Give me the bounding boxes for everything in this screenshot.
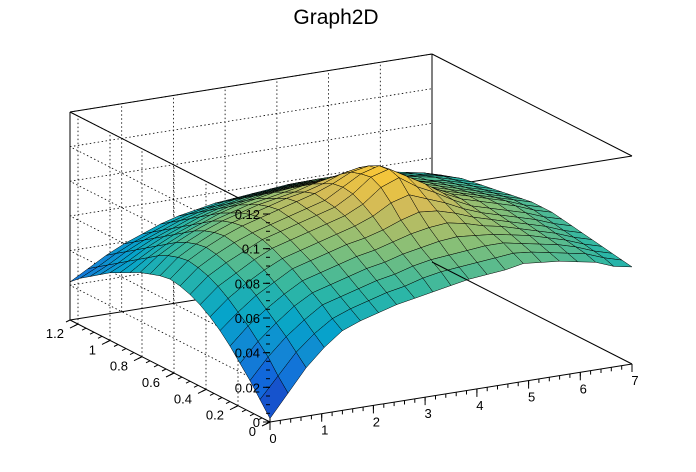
axis-ticks: 0 0.02 0.04 0.06 0.08 0.1 0.12 0 1 2 3 4 5 6 7 0 0.2 0.4 0… [46, 207, 639, 446]
y-minor-tick [265, 421, 271, 425]
y-minor-tick [145, 360, 151, 364]
z-gridline-back-wall [69, 88, 433, 148]
z-tick-label: 0.04 [235, 346, 260, 361]
y-minor-tick [225, 401, 231, 405]
y-minor-tick [129, 352, 135, 356]
box-edge [431, 53, 633, 157]
y-minor-tick [121, 348, 127, 352]
box-edge [69, 53, 433, 113]
box-edge [269, 363, 633, 423]
chart-title: Graph2D [293, 6, 378, 29]
y-tick-label: 0.8 [110, 359, 128, 374]
z-gridline-back-wall [69, 122, 433, 182]
y-tick-label: 0.6 [142, 375, 160, 390]
y-minor-tick [193, 384, 199, 388]
z-tick-label: 0.02 [235, 380, 260, 395]
y-minor-tick [185, 380, 191, 384]
x-tick-label: 5 [528, 390, 535, 405]
y-minor-tick [153, 364, 159, 368]
box-edge [69, 111, 271, 215]
y-minor-tick [177, 376, 183, 380]
box-edge [431, 261, 633, 365]
surface-cell [603, 257, 633, 268]
y-tick-label: 0.4 [174, 391, 192, 406]
y-minor-tick [257, 417, 263, 421]
y-minor-tick [241, 409, 247, 413]
x-tick-label: 4 [476, 398, 483, 413]
z-tick-label: 0.08 [235, 276, 260, 291]
axis-box-front [269, 261, 633, 423]
y-minor-tick [161, 368, 167, 372]
box-edge [69, 319, 271, 423]
y-minor-tick [233, 405, 239, 409]
x-tick-label: 3 [424, 406, 431, 421]
y-minor-tick [169, 372, 175, 376]
y-tick-label: 1 [89, 342, 96, 357]
y-minor-tick [73, 323, 79, 327]
x-tick-label: 1 [321, 423, 328, 438]
y-minor-tick [217, 397, 223, 400]
y-minor-tick [113, 344, 119, 347]
z-gridline-left-wall [69, 284, 271, 388]
y-tick-label: 0.2 [206, 408, 224, 423]
surface-layer [69, 165, 633, 419]
x-tick-label: 6 [580, 381, 587, 396]
y-minor-tick [97, 335, 103, 339]
z-gridline-back-wall [69, 226, 433, 286]
z-tick-label: 0.12 [235, 207, 260, 222]
y-tick-label: 1.2 [46, 326, 64, 341]
x-tick-label: 0 [269, 431, 276, 446]
z-tick-label: 0.06 [235, 311, 260, 326]
x-tick-label: 2 [373, 414, 380, 429]
z-gridline-back-wall [69, 157, 433, 217]
y-tick-label: 0 [249, 424, 256, 439]
x-tick-label: 7 [631, 373, 638, 388]
y-minor-tick [89, 331, 95, 335]
y-minor-tick [249, 413, 255, 417]
y-minor-tick [81, 327, 87, 331]
y-minor-tick [65, 319, 71, 323]
z-tick-label: 0.1 [242, 242, 260, 257]
y-minor-tick [105, 339, 111, 343]
y-minor-tick [201, 388, 207, 392]
y-minor-tick [209, 392, 215, 396]
z-tick-label: 0 [253, 415, 260, 430]
y-minor-tick [137, 356, 143, 360]
